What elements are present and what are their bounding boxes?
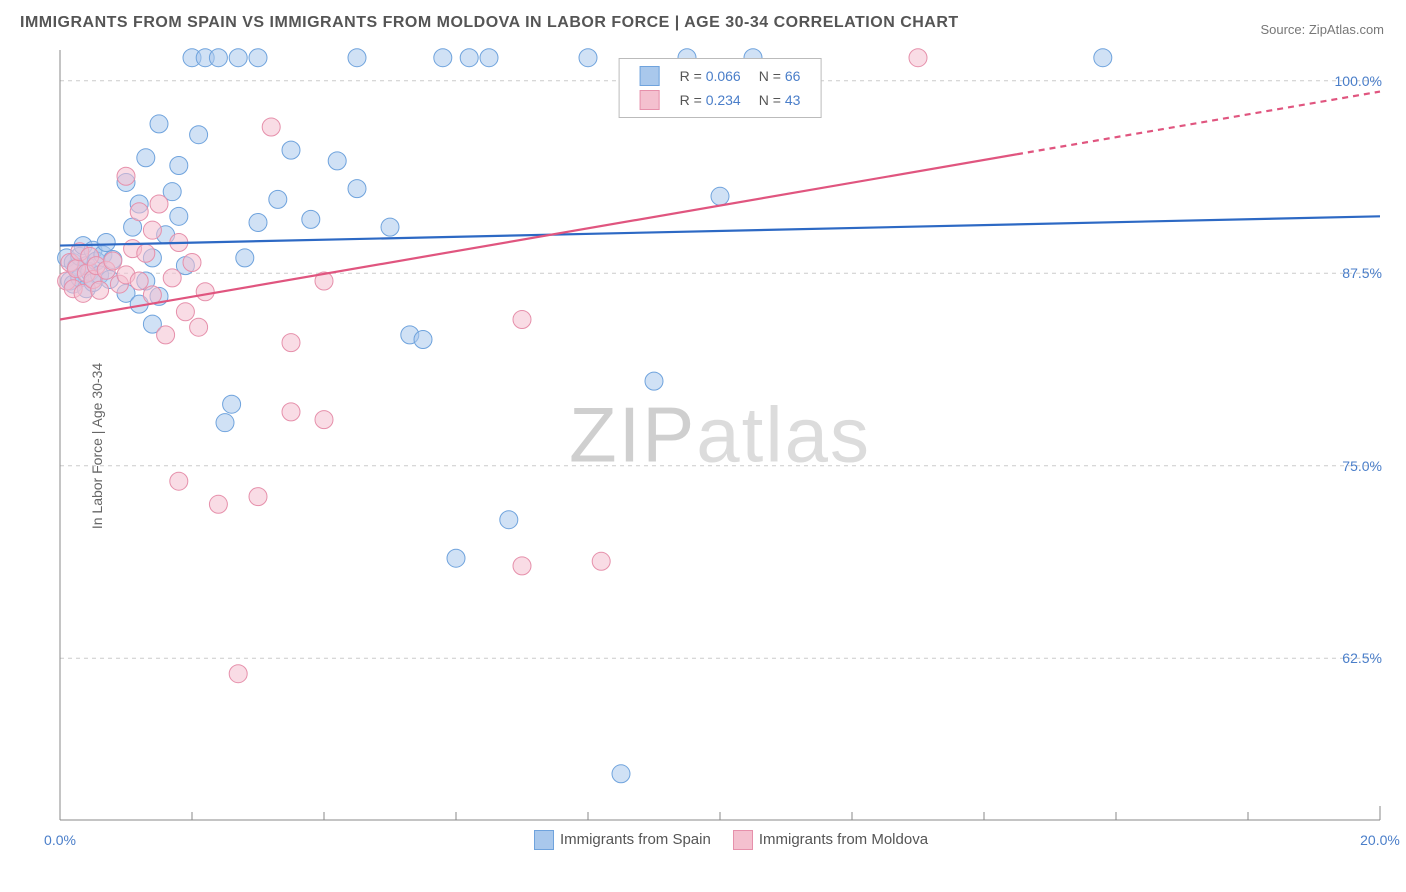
watermark: ZIPatlas [569, 390, 871, 481]
source-label: Source: ZipAtlas.com [1260, 22, 1384, 37]
legend-label: Immigrants from Spain [560, 831, 711, 848]
legend-stats-row: R = 0.234N = 43 [632, 89, 809, 111]
chart-container: IMMIGRANTS FROM SPAIN VS IMMIGRANTS FROM… [0, 0, 1406, 892]
chart-title: IMMIGRANTS FROM SPAIN VS IMMIGRANTS FROM… [20, 14, 959, 32]
legend-label: Immigrants from Moldova [759, 831, 928, 848]
legend-swatch [534, 830, 554, 850]
legend-stats: R = 0.066N = 66R = 0.234N = 43 [619, 58, 822, 118]
y-tick-label: 75.0% [1342, 458, 1382, 474]
plot-area: ZIPatlas R = 0.066N = 66R = 0.234N = 43 … [60, 50, 1380, 820]
legend-stats-row: R = 0.066N = 66 [632, 65, 809, 87]
y-tick-label: 100.0% [1335, 73, 1382, 89]
y-tick-label: 62.5% [1342, 650, 1382, 666]
y-tick-label: 87.5% [1342, 265, 1382, 281]
legend-swatch [733, 830, 753, 850]
legend-series: Immigrants from Spain Immigrants from Mol… [60, 830, 1380, 850]
